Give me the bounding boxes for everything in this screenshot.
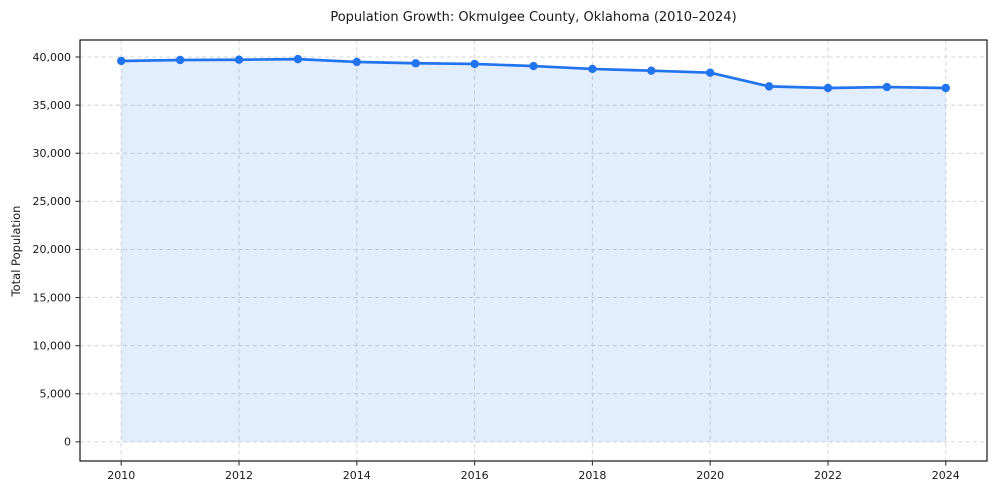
y-tick-label: 15,000 bbox=[33, 291, 72, 304]
data-point-marker bbox=[352, 57, 362, 67]
x-tick-label: 2018 bbox=[578, 469, 606, 482]
area-fill bbox=[121, 59, 946, 442]
data-point-marker bbox=[823, 83, 833, 93]
data-point-marker bbox=[293, 54, 303, 64]
data-point-marker bbox=[411, 59, 420, 68]
y-tick-label: 20,000 bbox=[33, 243, 72, 256]
data-point-marker bbox=[470, 59, 479, 69]
data-point-marker bbox=[529, 61, 538, 71]
data-point-marker bbox=[117, 56, 126, 66]
y-tick-label: 5,000 bbox=[40, 387, 72, 400]
y-tick-label: 10,000 bbox=[33, 339, 72, 352]
data-point-marker bbox=[764, 82, 774, 91]
data-point-marker bbox=[941, 83, 950, 93]
x-tick-label: 2014 bbox=[343, 469, 371, 482]
data-point-marker bbox=[882, 82, 892, 92]
y-tick-label: 40,000 bbox=[33, 51, 72, 64]
data-point-marker bbox=[588, 64, 597, 74]
y-tick-label: 25,000 bbox=[33, 195, 72, 208]
y-tick-label: 35,000 bbox=[33, 99, 72, 112]
x-tick-label: 2022 bbox=[814, 469, 842, 482]
data-point-marker bbox=[175, 55, 185, 65]
data-point-marker bbox=[647, 66, 656, 75]
x-tick-label: 2024 bbox=[932, 469, 960, 482]
x-tick-label: 2010 bbox=[107, 469, 135, 482]
x-tick-label: 2020 bbox=[696, 469, 724, 482]
y-tick-label: 30,000 bbox=[33, 147, 72, 160]
x-tick-label: 2012 bbox=[225, 469, 253, 482]
data-point-marker bbox=[705, 68, 715, 77]
data-point-marker bbox=[234, 55, 244, 64]
chart-title: Population Growth: Okmulgee County, Okla… bbox=[330, 10, 737, 25]
x-tick-label: 2016 bbox=[461, 469, 489, 482]
plot-border bbox=[79, 39, 988, 462]
y-tick-label: 0 bbox=[64, 436, 71, 449]
